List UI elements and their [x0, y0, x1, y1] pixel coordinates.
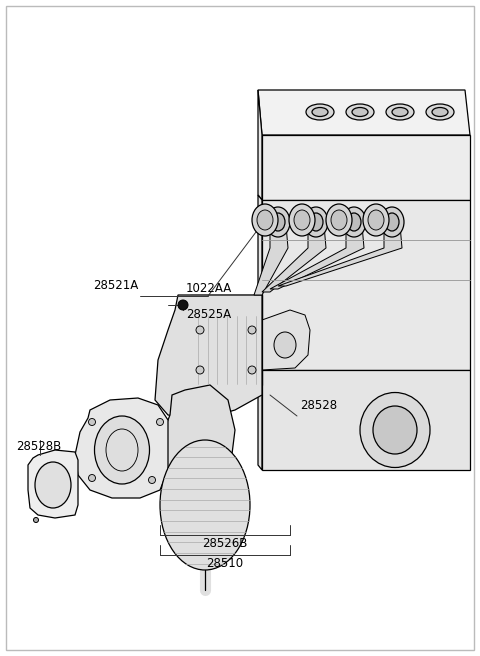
Ellipse shape — [368, 210, 384, 230]
Ellipse shape — [352, 108, 368, 117]
Ellipse shape — [304, 207, 328, 237]
Polygon shape — [75, 398, 168, 498]
Polygon shape — [278, 225, 402, 286]
Text: 1022AA: 1022AA — [186, 282, 232, 295]
Polygon shape — [258, 365, 262, 470]
Ellipse shape — [392, 108, 408, 117]
Ellipse shape — [360, 392, 430, 468]
Ellipse shape — [148, 476, 156, 483]
Text: 28525A: 28525A — [186, 308, 231, 321]
Ellipse shape — [266, 207, 290, 237]
Ellipse shape — [426, 104, 454, 120]
Ellipse shape — [347, 213, 361, 231]
Circle shape — [178, 300, 188, 310]
Ellipse shape — [196, 326, 204, 334]
Polygon shape — [28, 450, 78, 518]
Ellipse shape — [346, 104, 374, 120]
Ellipse shape — [289, 204, 315, 236]
Polygon shape — [190, 315, 262, 385]
Ellipse shape — [248, 366, 256, 374]
Text: 28526B: 28526B — [202, 537, 248, 550]
Ellipse shape — [35, 462, 71, 508]
Polygon shape — [258, 195, 262, 370]
Ellipse shape — [342, 207, 366, 237]
Ellipse shape — [274, 332, 296, 358]
Ellipse shape — [432, 108, 448, 117]
Ellipse shape — [306, 104, 334, 120]
Ellipse shape — [312, 108, 328, 117]
Text: 28521A: 28521A — [93, 279, 138, 292]
Ellipse shape — [160, 440, 250, 570]
Ellipse shape — [363, 204, 389, 236]
Ellipse shape — [380, 207, 404, 237]
Polygon shape — [262, 310, 310, 370]
Ellipse shape — [385, 213, 399, 231]
Ellipse shape — [88, 474, 96, 482]
Text: 28528B: 28528B — [16, 440, 61, 453]
Polygon shape — [258, 90, 470, 135]
Ellipse shape — [252, 204, 278, 236]
Ellipse shape — [294, 210, 310, 230]
Ellipse shape — [271, 213, 285, 231]
Polygon shape — [262, 200, 470, 370]
Polygon shape — [155, 295, 262, 420]
Text: 28510: 28510 — [206, 557, 243, 570]
Ellipse shape — [257, 210, 273, 230]
Ellipse shape — [156, 419, 164, 426]
Polygon shape — [262, 135, 470, 200]
Ellipse shape — [95, 416, 149, 484]
Ellipse shape — [386, 104, 414, 120]
Ellipse shape — [309, 213, 323, 231]
Polygon shape — [258, 90, 262, 200]
Ellipse shape — [331, 210, 347, 230]
Polygon shape — [190, 295, 262, 315]
Polygon shape — [155, 385, 235, 495]
Ellipse shape — [248, 326, 256, 334]
Polygon shape — [270, 225, 364, 289]
Polygon shape — [262, 225, 326, 292]
Ellipse shape — [34, 518, 38, 522]
Text: 28528: 28528 — [300, 399, 337, 412]
Ellipse shape — [196, 366, 204, 374]
Ellipse shape — [88, 419, 96, 426]
Polygon shape — [254, 225, 288, 295]
Ellipse shape — [326, 204, 352, 236]
Ellipse shape — [373, 406, 417, 454]
Polygon shape — [262, 370, 470, 470]
